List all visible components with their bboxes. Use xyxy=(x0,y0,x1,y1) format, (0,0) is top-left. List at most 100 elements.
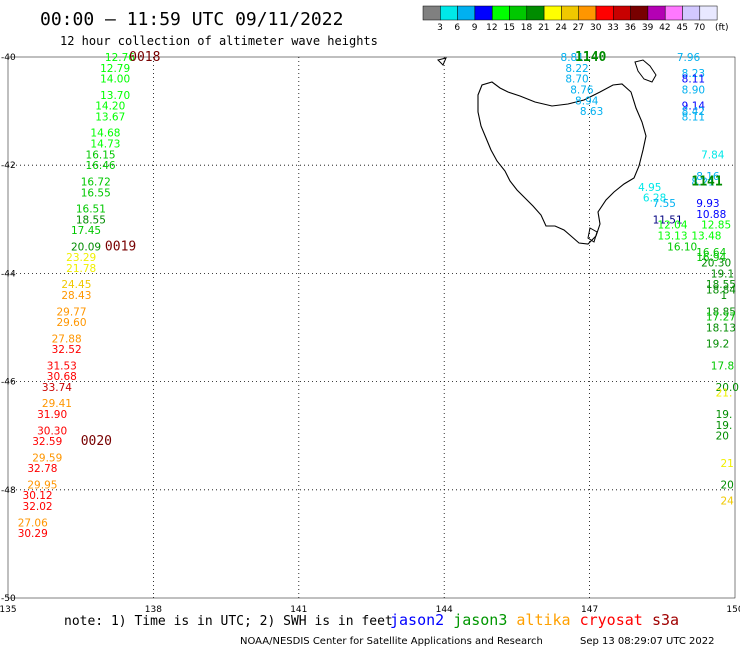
swh-value: 12.85 xyxy=(701,220,731,232)
swh-value: 16.10 xyxy=(667,241,697,253)
footer-note: note: 1) Time is in UTC; 2) SWH is in fe… xyxy=(64,614,393,629)
color-scale-legend: 3 6 9 12 15 18 21 24 27 30 33 36 39 42 45 70 xyxy=(422,5,718,33)
swh-value: 28.43 xyxy=(61,290,91,302)
color-scale-label: 70 xyxy=(694,23,706,33)
swh-value: 30.30 xyxy=(37,425,67,437)
swh-value: 13.67 xyxy=(95,112,125,124)
swh-value: 18.85 xyxy=(706,306,736,318)
swh-value: 7.96 xyxy=(677,52,701,64)
satellite-legend-item: jason3 xyxy=(453,611,507,629)
lat-tick-label: -50 xyxy=(1,594,16,604)
lat-tick-label: -46 xyxy=(1,378,16,388)
swh-value: 30.12 xyxy=(23,490,53,502)
swh-value: 8.42 xyxy=(682,106,705,118)
color-scale-label: 24 xyxy=(555,23,567,33)
swh-value: 18.84 xyxy=(706,285,736,297)
color-swatch xyxy=(613,5,631,21)
color-scale-label: 45 xyxy=(676,23,687,33)
swh-value: 7.84 xyxy=(701,149,725,161)
satellite-legend-item: cryosat xyxy=(580,611,643,629)
swh-value: 14.00 xyxy=(100,74,130,86)
satellite-legend-item: s3a xyxy=(652,611,679,629)
swh-value: 8.22 xyxy=(565,63,588,75)
swh-value: 8.94 xyxy=(575,95,599,107)
lat-tick-label: -40 xyxy=(1,53,16,63)
swh-value: 32.52 xyxy=(52,344,82,356)
color-scale-label: 36 xyxy=(625,23,637,33)
swh-value: 30.68 xyxy=(47,371,77,383)
swh-value: 24 xyxy=(720,496,734,508)
pass-time-labels: 0018 0019 0020 1140 1141 xyxy=(81,50,723,449)
swh-value: 8.81 xyxy=(561,52,584,64)
footer-credit: NOAA/NESDIS Center for Satellite Applica… xyxy=(240,636,543,647)
swh-value: 14.73 xyxy=(90,139,120,151)
swh-value: 4.95 xyxy=(638,182,661,194)
lon-tick-label: 141 xyxy=(290,605,307,615)
swh-value: 11.51 xyxy=(653,214,683,226)
color-scale-label: 21 xyxy=(538,23,549,33)
color-scale-label: 18 xyxy=(521,23,533,33)
bruny-island-coastline xyxy=(587,227,598,243)
swh-value: 8.90 xyxy=(682,84,705,96)
color-swatch xyxy=(578,5,597,21)
swh-value: 29.59 xyxy=(32,452,62,464)
swh-value: 21.78 xyxy=(66,263,96,275)
color-scale-label: 30 xyxy=(590,23,602,33)
swh-value: 20 xyxy=(716,431,729,443)
color-swatch xyxy=(509,5,528,21)
swh-value: 17.45 xyxy=(71,225,101,237)
flinders-island-coastline xyxy=(634,59,657,83)
swh-value: 13.13 xyxy=(657,231,687,243)
lon-tick-label: 138 xyxy=(145,605,162,615)
swh-value: 16.46 xyxy=(86,160,116,172)
swh-value: 29.41 xyxy=(42,398,72,410)
swh-value: 31.90 xyxy=(37,409,67,421)
swh-value: 6.28 xyxy=(643,193,666,205)
swh-value: 32.02 xyxy=(23,501,53,513)
swh-value: 9.14 xyxy=(682,101,706,113)
color-scale-unit: (ft) xyxy=(715,23,729,33)
swh-value: 17.27 xyxy=(706,312,736,324)
swh-value: 20.09 xyxy=(71,241,101,253)
swh-value: 18.55 xyxy=(706,279,736,291)
color-swatch xyxy=(440,5,458,21)
swh-value: 14.68 xyxy=(90,128,120,140)
swh-value: 29.77 xyxy=(56,306,86,318)
swh-value: 8.23 xyxy=(682,68,705,80)
satellite-legend: jason2 jason3 altika cryosat s3a xyxy=(390,611,679,629)
color-swatch xyxy=(543,5,562,21)
swh-value: 27.06 xyxy=(18,517,48,529)
lat-tick-label: -44 xyxy=(1,269,16,279)
lat-lon-grid: 135 138 141 144 147 150 -40 -42 -44 -46 -48 -50 xyxy=(0,53,740,615)
lon-tick-label: 150 xyxy=(726,605,740,615)
swh-value: 16.64 xyxy=(696,247,726,259)
swh-value: 8.70 xyxy=(565,74,588,86)
swh-value: 14.20 xyxy=(95,101,125,113)
swh-value: 12.04 xyxy=(657,220,687,232)
swh-value: 8.21 xyxy=(691,176,714,188)
swh-value: 7.55 xyxy=(653,198,676,210)
swh-value: 19. xyxy=(716,409,733,421)
lon-tick-label: 135 xyxy=(0,605,17,615)
swh-value: 29.95 xyxy=(27,479,57,491)
satellite-legend-item: altika xyxy=(516,611,570,629)
color-swatch xyxy=(647,5,666,21)
swh-value: 16.55 xyxy=(81,187,111,199)
swh-value: 24.45 xyxy=(61,279,91,291)
color-scale-label: 42 xyxy=(659,23,670,33)
color-scale-label: 9 xyxy=(472,23,478,33)
color-swatch xyxy=(491,5,510,21)
color-scale-label: 15 xyxy=(503,23,514,33)
color-scale-label: 27 xyxy=(573,23,584,33)
footer-timestamp: Sep 13 08:29:07 UTC 2022 xyxy=(580,636,714,647)
swh-value: 13.48 xyxy=(691,231,721,243)
color-scale-label: 3 xyxy=(437,23,443,33)
swh-value: 16.15 xyxy=(86,149,116,161)
color-scale-label: 6 xyxy=(454,23,460,33)
swh-value: 16.51 xyxy=(76,203,106,215)
map-frame xyxy=(7,56,736,599)
swh-value: 8.76 xyxy=(570,84,594,96)
color-swatch xyxy=(664,5,683,21)
